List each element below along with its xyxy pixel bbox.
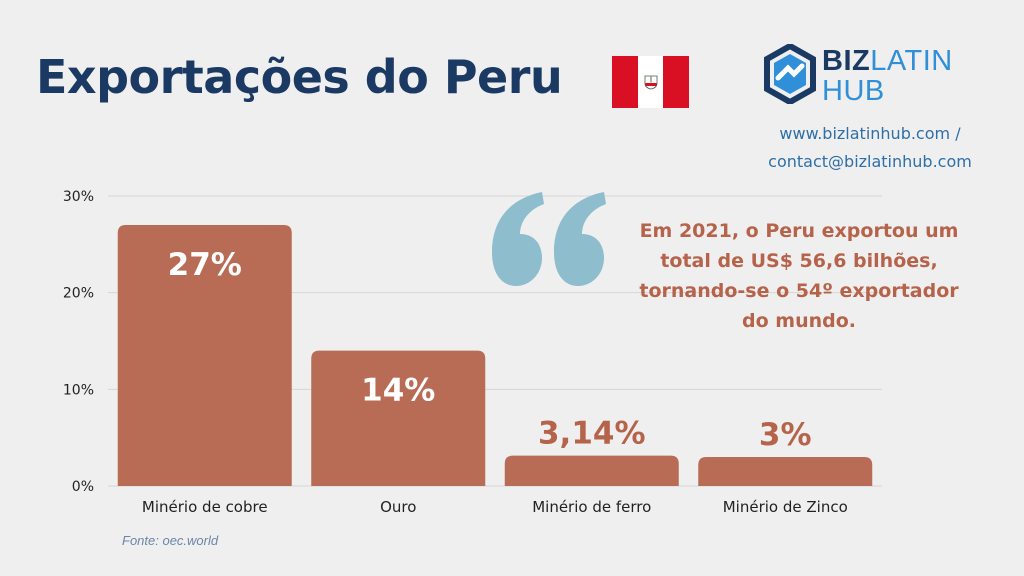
page-title: Exportações do Peru: [36, 50, 563, 104]
biz-latin-hub-logo: BIZLATIN HUB: [764, 44, 964, 108]
data-label: 3,14%: [538, 416, 646, 452]
data-label: 27%: [168, 247, 242, 283]
bar: [311, 350, 486, 486]
logo-word-latin: LATIN: [870, 45, 953, 77]
quotation-mark-icon: [492, 192, 606, 286]
quote-line: total de US$ 56,6 bilhões,: [660, 250, 938, 272]
y-tick-label: 10%: [63, 382, 94, 398]
contact-info: www.bizlatinhub.com / contact@bizlatinhu…: [740, 120, 1000, 176]
logo-word-hub: HUB: [822, 75, 885, 107]
quote-line: Em 2021, o Peru exportou um: [639, 220, 959, 242]
quote-line: tornando-se o 54º exportador: [639, 280, 959, 302]
x-tick-label: Ouro: [380, 498, 416, 516]
data-label: 3%: [759, 417, 812, 453]
x-tick-label: Minério de ferro: [532, 498, 651, 516]
y-tick-label: 30%: [63, 189, 94, 205]
website-link[interactable]: www.bizlatinhub.com /: [779, 124, 961, 143]
y-tick-label: 0%: [72, 479, 94, 495]
email-link[interactable]: contact@bizlatinhub.com: [768, 152, 972, 171]
y-tick-label: 20%: [63, 286, 94, 302]
hexagon-logo-icon: [764, 44, 816, 104]
x-tick-label: Minério de cobre: [142, 498, 268, 516]
bar: [504, 455, 679, 486]
data-label: 14%: [361, 373, 435, 409]
coat-of-arms-icon: [644, 75, 657, 90]
bar: [698, 457, 873, 486]
bar: [117, 225, 292, 486]
peru-flag-icon: [612, 56, 690, 108]
source-note: Fonte: oec.world: [122, 533, 219, 548]
logo-word-biz: BIZ: [822, 45, 871, 77]
quote-line: do mundo.: [742, 310, 856, 332]
x-tick-label: Minério de Zinco: [723, 498, 848, 516]
quote-text: Em 2021, o Peru exportou um total de US$…: [616, 216, 982, 336]
